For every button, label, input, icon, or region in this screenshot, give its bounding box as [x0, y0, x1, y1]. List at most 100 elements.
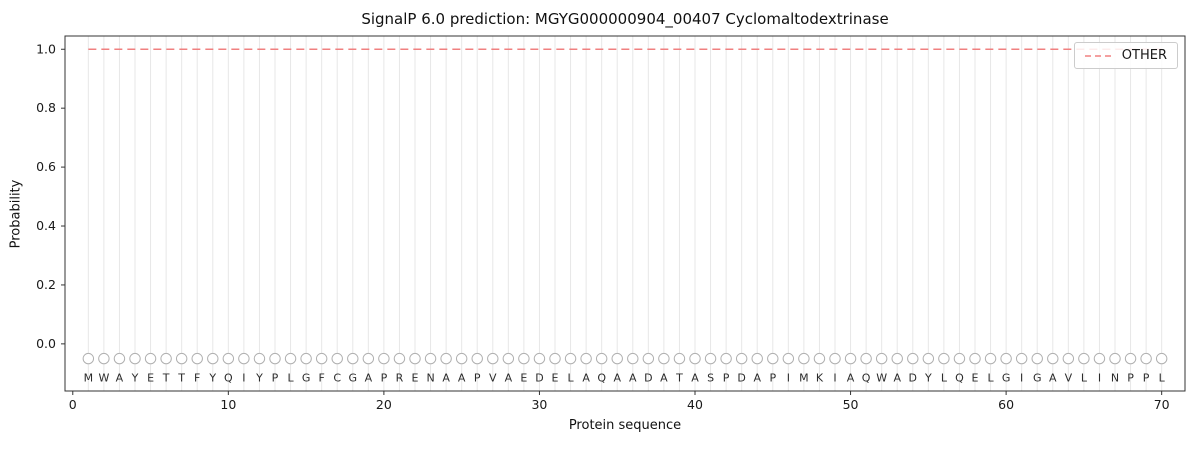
residue-marker [1047, 352, 1059, 365]
residue-letter: P [272, 372, 279, 385]
residue-marker [238, 352, 250, 365]
residue-letter: F [319, 372, 325, 385]
residue-letter: L [1081, 372, 1088, 385]
residue-letter: G [349, 372, 358, 385]
residue-marker [1093, 352, 1106, 365]
residue-letter: A [613, 372, 621, 385]
residue-letter: I [1020, 372, 1023, 385]
residue-letter: A [893, 372, 901, 385]
residue-letter: P [723, 372, 730, 385]
residue-marker [673, 352, 686, 365]
residue-marker [393, 352, 406, 365]
residue-marker [1155, 352, 1168, 365]
residue-letter: Q [862, 372, 871, 385]
residue-letter: P [769, 372, 776, 385]
residue-marker [1031, 352, 1043, 365]
residue-marker [455, 352, 468, 365]
residue-marker [1124, 352, 1137, 365]
residue-marker [253, 352, 266, 365]
residue-marker [720, 352, 732, 365]
residue-letter: R [396, 372, 404, 385]
residue-marker [984, 352, 997, 365]
residue-letter: P [381, 372, 388, 385]
residue-marker [378, 352, 390, 365]
residue-letter: D [909, 372, 917, 385]
residue-letter: E [147, 372, 154, 385]
residue-marker [875, 352, 888, 365]
residue-letter: A [753, 372, 761, 385]
x-tick-label: 20 [376, 397, 392, 412]
residue-letter: L [941, 372, 948, 385]
residue-letter: S [707, 372, 714, 385]
residue-marker [611, 352, 623, 365]
residue-letter: A [116, 372, 124, 385]
x-tick-label: 30 [531, 397, 547, 412]
residue-marker [751, 352, 763, 365]
residue-letter: A [1049, 372, 1057, 385]
residue-marker [347, 352, 359, 365]
residue-letter: P [1127, 372, 1134, 385]
residue-letter: P [474, 372, 481, 385]
x-tick-label: 60 [998, 397, 1014, 412]
y-tick-label: 0.8 [36, 100, 56, 115]
residue-marker [953, 352, 966, 365]
residue-letter: T [177, 372, 185, 385]
x-tick-label: 70 [1154, 397, 1170, 412]
residue-letter: L [287, 372, 294, 385]
residue-marker [269, 352, 281, 365]
residue-letter: Y [131, 372, 139, 385]
residue-letter: A [582, 372, 590, 385]
residue-marker [191, 352, 203, 365]
residue-marker [284, 352, 297, 365]
residue-letter: M [84, 372, 94, 385]
residue-letter: D [535, 372, 543, 385]
residue-letter: A [442, 372, 450, 385]
x-axis-label: Protein sequence [568, 418, 682, 433]
residue-letter: L [987, 372, 994, 385]
residue-marker [315, 352, 328, 365]
residue-letter: Y [924, 372, 932, 385]
residue-letter: E [972, 372, 979, 385]
residue-letter: A [629, 372, 637, 385]
residue-marker [798, 352, 810, 365]
residue-marker [844, 352, 857, 365]
residue-marker [1015, 352, 1028, 365]
residue-marker [440, 352, 452, 365]
residue-letter: P [1143, 372, 1150, 385]
y-axis-label: Probability [8, 179, 24, 249]
residue-marker [767, 352, 779, 365]
residue-marker [487, 352, 499, 365]
residue-marker [549, 352, 561, 365]
x-tick-label: 40 [687, 397, 703, 412]
residue-marker [829, 352, 841, 365]
residue-marker [891, 352, 903, 365]
residue-letter: E [520, 372, 527, 385]
residue-marker [704, 352, 717, 365]
residue-marker [175, 352, 188, 365]
x-tick-label: 10 [220, 397, 236, 412]
residue-marker [595, 352, 608, 365]
legend-label: OTHER [1121, 48, 1167, 63]
residue-marker [782, 352, 795, 365]
legend-line-sample [1084, 54, 1113, 57]
residue-letter: Q [224, 372, 233, 385]
residue-marker [82, 352, 95, 365]
residue-letter: L [567, 372, 574, 385]
x-tick-label: 0 [69, 397, 77, 412]
residue-letter: Q [597, 372, 606, 385]
residue-letter: N [426, 372, 434, 385]
residue-marker [518, 352, 530, 365]
residue-marker [1000, 352, 1012, 365]
residue-marker [1078, 352, 1090, 365]
residue-marker [1140, 352, 1152, 365]
residue-letter: D [644, 372, 652, 385]
residue-letter: I [833, 372, 836, 385]
residue-letter: A [505, 372, 513, 385]
residue-letter: N [1111, 372, 1119, 385]
residue-letter: Q [955, 372, 964, 385]
residue-marker [922, 352, 935, 365]
residue-marker [222, 352, 235, 365]
chart-title: SignalP 6.0 prediction: MGYG000000904_00… [361, 10, 889, 28]
residue-marker [129, 352, 141, 365]
